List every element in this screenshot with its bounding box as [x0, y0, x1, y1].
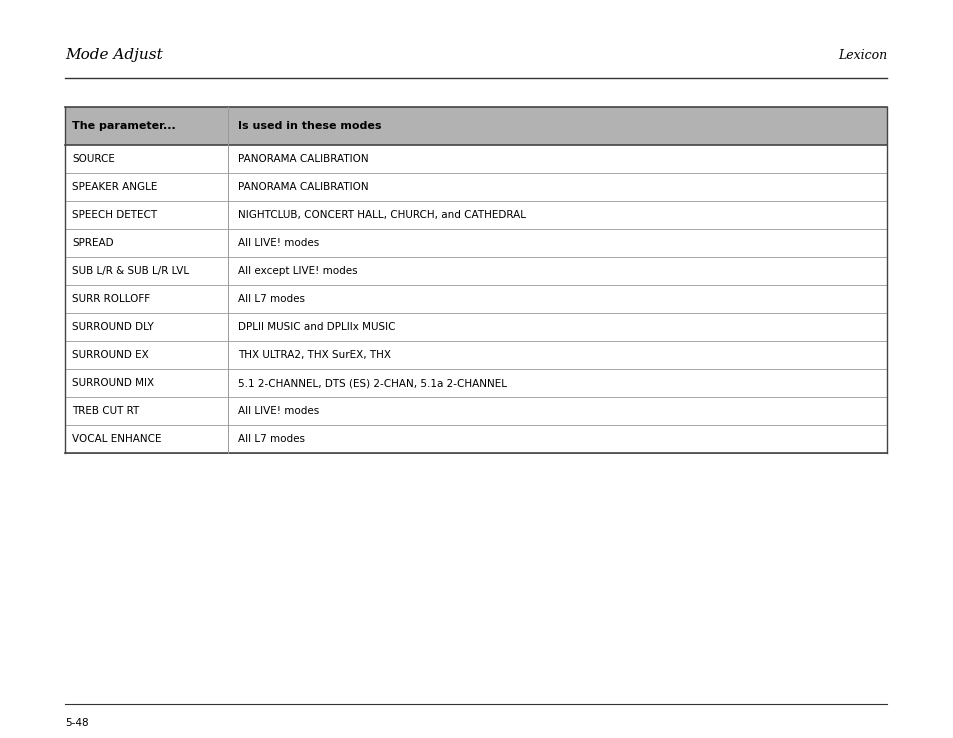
Text: TREB CUT RT: TREB CUT RT — [71, 406, 139, 416]
Text: 5.1 2-CHANNEL, DTS (ES) 2-CHAN, 5.1a 2-CHANNEL: 5.1 2-CHANNEL, DTS (ES) 2-CHAN, 5.1a 2-C… — [237, 378, 506, 388]
Text: NIGHTCLUB, CONCERT HALL, CHURCH, and CATHEDRAL: NIGHTCLUB, CONCERT HALL, CHURCH, and CAT… — [237, 210, 525, 220]
Text: All LIVE! modes: All LIVE! modes — [237, 406, 319, 416]
Text: The parameter...: The parameter... — [71, 121, 175, 131]
Text: Mode Adjust: Mode Adjust — [65, 48, 163, 62]
Text: Lexicon: Lexicon — [837, 49, 886, 62]
Text: DPLII MUSIC and DPLIIx MUSIC: DPLII MUSIC and DPLIIx MUSIC — [237, 322, 395, 332]
Text: SPREAD: SPREAD — [71, 238, 113, 248]
Text: SURROUND MIX: SURROUND MIX — [71, 378, 154, 388]
Text: VOCAL ENHANCE: VOCAL ENHANCE — [71, 434, 161, 444]
Text: SURROUND EX: SURROUND EX — [71, 350, 149, 360]
Text: THX ULTRA2, THX SurEX, THX: THX ULTRA2, THX SurEX, THX — [237, 350, 391, 360]
Text: PANORAMA CALIBRATION: PANORAMA CALIBRATION — [237, 182, 368, 192]
Text: Is used in these modes: Is used in these modes — [237, 121, 381, 131]
Text: All L7 modes: All L7 modes — [237, 434, 305, 444]
Text: SPEECH DETECT: SPEECH DETECT — [71, 210, 157, 220]
Text: SOURCE: SOURCE — [71, 154, 114, 164]
Text: SUB L/R & SUB L/R LVL: SUB L/R & SUB L/R LVL — [71, 266, 189, 276]
Text: All L7 modes: All L7 modes — [237, 294, 305, 304]
Text: PANORAMA CALIBRATION: PANORAMA CALIBRATION — [237, 154, 368, 164]
Text: All LIVE! modes: All LIVE! modes — [237, 238, 319, 248]
Text: SURROUND DLY: SURROUND DLY — [71, 322, 153, 332]
Bar — [65, 107, 886, 145]
Text: All except LIVE! modes: All except LIVE! modes — [237, 266, 357, 276]
Text: SPEAKER ANGLE: SPEAKER ANGLE — [71, 182, 157, 192]
Text: 5-48: 5-48 — [65, 718, 89, 728]
Text: SURR ROLLOFF: SURR ROLLOFF — [71, 294, 150, 304]
